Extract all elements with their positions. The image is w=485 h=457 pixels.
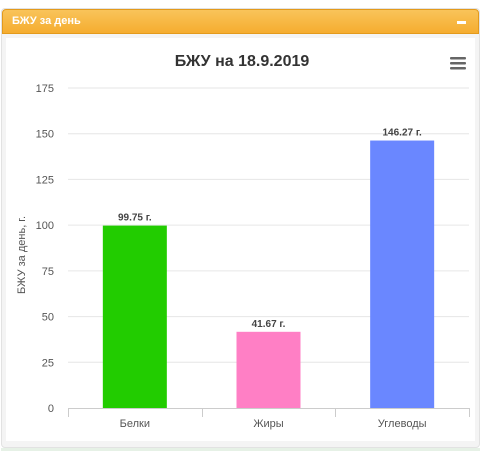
y-axis-label: БЖУ за день, г. — [16, 216, 28, 294]
y-tick-label: 125 — [36, 174, 54, 186]
bars — [102, 140, 435, 408]
data-labels: 99.75 г. 41.67 г. 146.27 г. — [118, 128, 422, 330]
y-tick-label: 75 — [42, 266, 54, 278]
bar[interactable] — [102, 225, 167, 408]
menu-icon[interactable] — [450, 57, 466, 70]
x-axis: Белки Жиры Углеводы — [68, 408, 470, 430]
bar[interactable] — [236, 331, 301, 408]
x-tick-label: Белки — [120, 418, 150, 430]
collapse-icon[interactable] — [457, 21, 466, 24]
y-tick-label: 0 — [48, 403, 54, 415]
y-axis-ticks: 0 25 50 75 100 125 150 175 — [36, 83, 54, 415]
x-tick-label: Жиры — [253, 418, 283, 430]
y-tick-label: 175 — [36, 83, 54, 95]
panel-shadow — [1, 448, 480, 451]
y-tick-label: 25 — [42, 357, 54, 369]
data-label: 41.67 г. — [252, 319, 286, 330]
data-label: 146.27 г. — [383, 128, 423, 139]
chart-title: БЖУ на 18.9.2019 — [175, 53, 310, 70]
x-tick-label: Углеводы — [378, 418, 427, 430]
bar[interactable] — [370, 140, 435, 408]
y-tick-label: 50 — [42, 312, 54, 324]
y-tick-label: 150 — [36, 129, 54, 141]
y-tick-label: 100 — [36, 220, 54, 232]
panel-header: БЖУ за день — [2, 9, 479, 34]
data-label: 99.75 г. — [118, 213, 152, 224]
panel-title: БЖУ за день — [12, 15, 81, 27]
